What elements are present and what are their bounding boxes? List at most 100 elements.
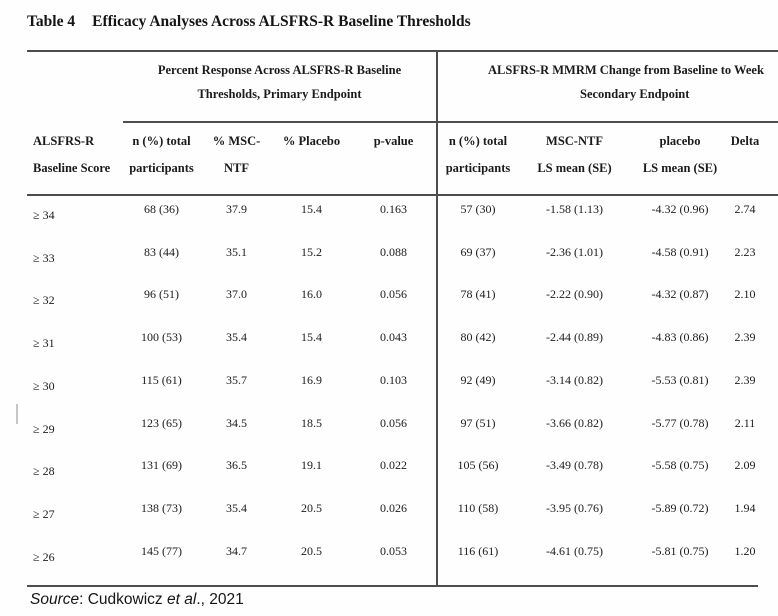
row-threshold-label: ≥ 33: [33, 251, 55, 265]
cell-n-total-primary: 68 (36): [144, 202, 179, 216]
cell-p-value: 0.103: [380, 373, 407, 387]
col-header-n-total-secondary: n (%) total participants: [445, 134, 511, 175]
cell-msc-ntf-ls-mean: -3.95 (0.76): [546, 501, 603, 515]
cell-msc-ntf-ls-mean: -4.61 (0.75): [546, 544, 603, 558]
section-header-primary-line2: Thresholds, Primary Endpoint: [197, 87, 362, 101]
cell-n-total-primary: 138 (73): [141, 501, 182, 515]
cell-pct-msc-ntf: 35.4: [226, 330, 247, 344]
row-threshold-label: ≥ 29: [33, 422, 55, 436]
cell-pct-msc-ntf: 35.7: [226, 373, 247, 387]
rule-table-bottom: [27, 585, 758, 587]
col-header-p-value: p-value: [373, 134, 414, 148]
cell-delta: 2.74: [734, 202, 756, 216]
cell-pct-msc-ntf: 36.5: [226, 458, 247, 472]
cell-delta: 1.94: [734, 501, 756, 515]
col-header-n-total-primary: n (%) total participants: [129, 134, 194, 175]
cell-msc-ntf-ls-mean: -2.44 (0.89): [546, 330, 603, 344]
source-etal: et al: [167, 591, 197, 608]
cell-delta: 2.10: [734, 287, 756, 301]
cell-pct-placebo: 20.5: [301, 501, 322, 515]
cell-n-total-secondary: 92 (49): [460, 373, 496, 387]
rule-header-bottom: [27, 194, 778, 196]
cell-n-total-secondary: 110 (58): [457, 501, 499, 515]
cell-n-total-primary: 115 (61): [141, 373, 182, 387]
cell-placebo-ls-mean: -5.53 (0.81): [651, 373, 709, 387]
cell-delta: 2.11: [734, 416, 756, 430]
row-threshold-label: ≥ 26: [33, 550, 55, 564]
row-threshold-label: ≥ 32: [33, 293, 55, 307]
table-number: Table 4: [27, 13, 76, 30]
cell-pct-placebo: 19.1: [301, 458, 322, 472]
cell-n-total-secondary: 97 (51): [460, 416, 496, 430]
source-label: Source: [30, 591, 80, 608]
cell-p-value: 0.043: [380, 330, 407, 344]
cell-placebo-ls-mean: -4.32 (0.87): [651, 287, 709, 301]
cell-pct-placebo: 20.5: [301, 544, 322, 558]
cell-pct-msc-ntf: 34.7: [226, 544, 247, 558]
cell-msc-ntf-ls-mean: -1.58 (1.13): [546, 202, 603, 216]
cell-msc-ntf-ls-mean: -3.49 (0.78): [546, 458, 603, 472]
cell-placebo-ls-mean: -4.58 (0.91): [651, 245, 709, 259]
cell-delta: 2.39: [734, 330, 756, 344]
col-header-placebo-ls-mean: placebo LS mean (SE): [642, 134, 718, 175]
cell-placebo-ls-mean: -4.83 (0.86): [651, 330, 709, 344]
table-caption: Table 4 Efficacy Analyses Across ALSFRS-R…: [27, 13, 471, 31]
rule-section-divider: [436, 50, 438, 587]
cell-placebo-ls-mean: -5.89 (0.72): [651, 501, 709, 515]
cell-p-value: 0.053: [380, 544, 407, 558]
cell-n-total-primary: 131 (69): [141, 458, 182, 472]
cell-msc-ntf-ls-mean: -2.36 (1.01): [546, 245, 603, 259]
cell-n-total-secondary: 105 (56): [457, 458, 499, 472]
section-header-primary-line1: Percent Response Across ALSFRS-R Baselin…: [157, 63, 402, 77]
row-threshold-label: ≥ 27: [33, 507, 55, 521]
cell-msc-ntf-ls-mean: -3.66 (0.82): [546, 416, 603, 430]
cell-p-value: 0.056: [380, 287, 407, 301]
cell-p-value: 0.026: [380, 501, 407, 515]
cell-pct-msc-ntf: 35.4: [226, 501, 247, 515]
cell-pct-msc-ntf: 37.0: [226, 287, 247, 301]
col-header-msc-ntf-ls-mean: MSC-NTF LS mean (SE): [537, 134, 612, 175]
col-header-pct-msc-ntf: % MSC- NTF: [212, 134, 261, 175]
cell-n-total-secondary: 57 (30): [460, 202, 496, 216]
col-header-pct-placebo: % Placebo: [282, 134, 341, 148]
cell-delta: 2.23: [734, 245, 756, 259]
cell-p-value: 0.056: [380, 416, 407, 430]
col-header-delta: Delta: [730, 134, 760, 148]
cell-n-total-primary: 96 (51): [144, 287, 179, 301]
row-threshold-label: ≥ 30: [33, 379, 55, 393]
cell-p-value: 0.022: [380, 458, 407, 472]
source-text-2: ., 2021: [196, 591, 244, 608]
cell-pct-placebo: 18.5: [301, 416, 322, 430]
cell-n-total-primary: 123 (65): [141, 416, 182, 430]
rule-spanner-right: [436, 121, 778, 123]
cell-pct-placebo: 16.0: [301, 287, 322, 301]
cell-p-value: 0.088: [380, 245, 407, 259]
source-note: Source: Cudkowicz et al., 2021: [30, 591, 244, 609]
section-header-secondary-line1: ALSFRS-R MMRM Change from Baseline to We…: [488, 63, 764, 77]
cell-delta: 2.09: [734, 458, 756, 472]
row-threshold-label: ≥ 31: [33, 336, 55, 350]
row-threshold-label: ≥ 34: [33, 208, 55, 222]
cell-pct-placebo: 15.2: [301, 245, 322, 259]
source-text-1: : Cudkowicz: [79, 591, 167, 608]
cell-msc-ntf-ls-mean: -3.14 (0.82): [546, 373, 603, 387]
cell-placebo-ls-mean: -5.77 (0.78): [651, 416, 709, 430]
cell-placebo-ls-mean: -5.81 (0.75): [651, 544, 709, 558]
cell-n-total-secondary: 69 (37): [460, 245, 496, 259]
cell-pct-placebo: 15.4: [301, 330, 322, 344]
cell-pct-msc-ntf: 34.5: [226, 416, 247, 430]
cell-pct-msc-ntf: 35.1: [226, 245, 247, 259]
cell-pct-placebo: 16.9: [301, 373, 322, 387]
cell-p-value: 0.163: [380, 202, 407, 216]
row-threshold-label: ≥ 28: [33, 464, 55, 478]
cell-n-total-primary: 100 (53): [141, 330, 182, 344]
cell-msc-ntf-ls-mean: -2.22 (0.90): [546, 287, 603, 301]
cell-n-total-secondary: 116 (61): [457, 544, 499, 558]
cell-placebo-ls-mean: -4.32 (0.96): [651, 202, 709, 216]
rule-top: [27, 50, 778, 52]
scan-artifact: [16, 404, 18, 424]
cell-delta: 2.39: [734, 373, 756, 387]
col-header-baseline-score: ALSFRS-R Baseline Score: [33, 134, 111, 175]
section-header-secondary-line2: Secondary Endpoint: [580, 87, 690, 101]
